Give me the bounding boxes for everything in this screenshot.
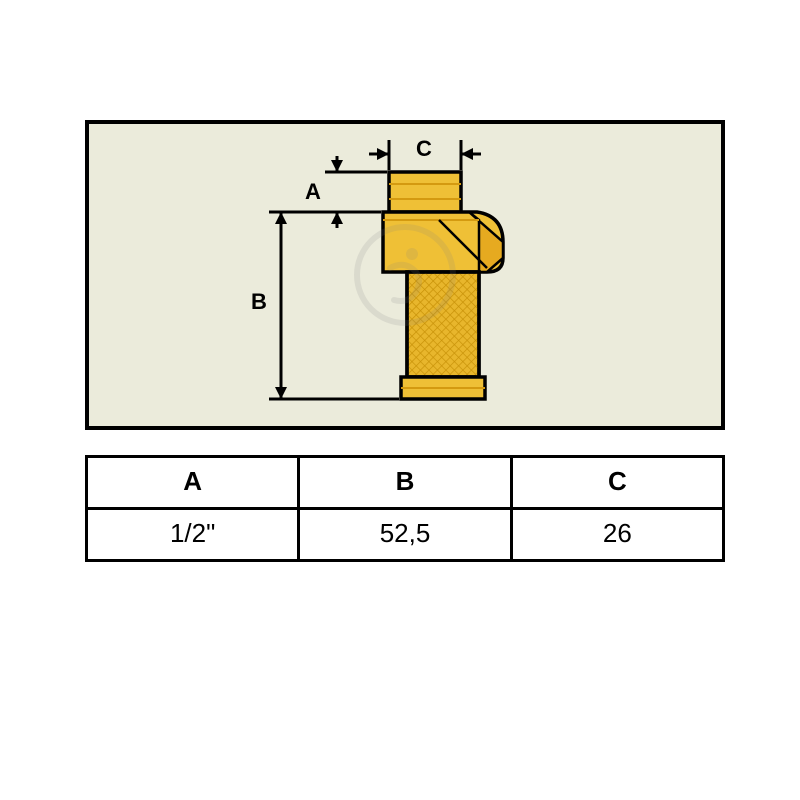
dim-a-label: A: [305, 179, 321, 205]
diagram-frame: C A B: [85, 120, 725, 430]
dim-b-label: B: [251, 289, 267, 315]
header-a: A: [87, 457, 299, 509]
spec-table: A B C 1/2" 52,5 26: [85, 455, 725, 562]
cell-b: 52,5: [299, 509, 511, 561]
cell-c: 26: [511, 509, 723, 561]
dim-c-label: C: [416, 136, 432, 162]
table-row: 1/2" 52,5 26: [87, 509, 724, 561]
watermark-icon: [350, 220, 460, 330]
header-c: C: [511, 457, 723, 509]
header-b: B: [299, 457, 511, 509]
cell-a: 1/2": [87, 509, 299, 561]
table-header-row: A B C: [87, 457, 724, 509]
